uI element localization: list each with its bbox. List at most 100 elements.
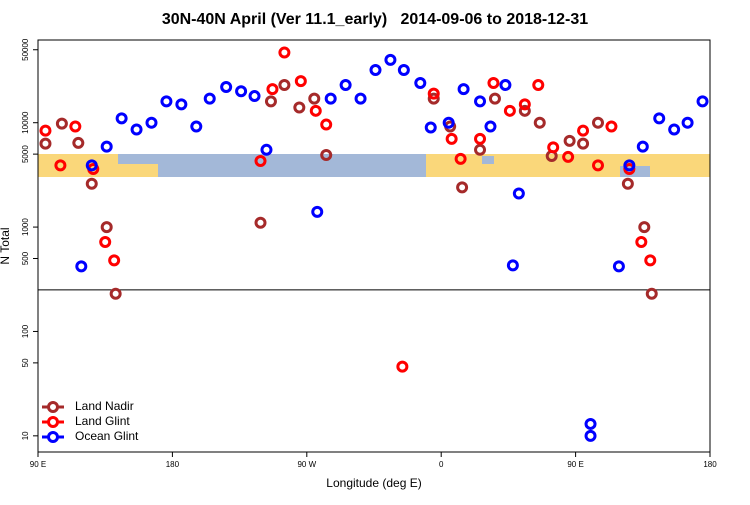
point: [518, 104, 531, 117]
point: [100, 221, 113, 234]
point: [85, 177, 98, 190]
point: [320, 149, 333, 162]
point: [562, 150, 575, 163]
point: [294, 75, 307, 88]
point: [308, 92, 321, 105]
point: [339, 78, 352, 91]
point: [653, 112, 666, 125]
point: [266, 83, 279, 96]
point: [324, 92, 337, 105]
point: [278, 46, 291, 59]
land: [516, 154, 710, 177]
point: [454, 152, 467, 165]
y-tick-label: 500: [21, 251, 30, 265]
point: [474, 143, 487, 156]
land: [426, 154, 516, 177]
point: [577, 137, 590, 150]
legend-marker: [47, 416, 59, 428]
point: [235, 85, 248, 98]
point: [584, 429, 597, 442]
ocean: [482, 156, 494, 164]
point: [130, 123, 143, 136]
point: [293, 101, 306, 114]
point: [427, 92, 440, 105]
point: [442, 116, 455, 129]
point: [264, 95, 277, 108]
land: [118, 164, 158, 177]
point: [424, 121, 437, 134]
ocean: [620, 166, 650, 177]
point: [397, 63, 410, 76]
point: [369, 63, 382, 76]
legend-label: Land Glint: [75, 414, 130, 428]
point: [645, 287, 658, 300]
point: [309, 104, 322, 117]
x-tick-label: 180: [703, 460, 717, 469]
legend-label: Ocean Glint: [75, 429, 139, 443]
point: [592, 116, 604, 129]
point: [115, 112, 128, 125]
legend-marker: [47, 431, 59, 443]
y-tick-label: 1000: [21, 218, 30, 236]
plot-frame: [37, 39, 711, 453]
point: [175, 98, 188, 111]
point: [512, 187, 525, 200]
legend-marker: [47, 401, 59, 413]
point: [39, 137, 52, 150]
y-tick-label: 5000: [21, 145, 30, 163]
y-tick-label: 10: [21, 431, 30, 440]
x-tick-label: 90 E: [567, 460, 583, 469]
x-tick-label: 180: [166, 460, 180, 469]
point: [487, 77, 500, 90]
point: [696, 95, 709, 108]
point: [278, 78, 291, 91]
chart-title: 30N-40N April (Ver 11.1_early) 2014-09-0…: [162, 11, 588, 28]
point: [108, 254, 121, 267]
point: [484, 120, 497, 133]
point: [75, 260, 88, 273]
point: [621, 177, 634, 190]
point: [396, 360, 409, 373]
point: [203, 92, 216, 105]
point: [320, 118, 333, 131]
x-tick-label: 90 E: [30, 460, 46, 469]
point: [427, 87, 440, 100]
point: [518, 98, 531, 111]
point: [160, 95, 173, 108]
x-tick-label: 0: [439, 460, 444, 469]
point: [72, 136, 85, 149]
point: [456, 181, 469, 194]
point: [547, 141, 560, 154]
point: [39, 124, 52, 137]
point: [499, 78, 512, 91]
point: [635, 235, 648, 248]
point: [445, 132, 458, 145]
y-tick-label: 50: [21, 358, 30, 367]
point: [592, 159, 604, 172]
point: [100, 140, 113, 153]
point: [563, 134, 576, 147]
point: [577, 124, 590, 137]
point: [457, 83, 470, 96]
legend-label: Land Nadir: [75, 399, 134, 413]
x-axis-label: Longitude (deg E): [326, 476, 421, 490]
point: [474, 95, 487, 108]
point: [506, 259, 519, 272]
y-tick-label: 100: [21, 324, 30, 338]
point: [99, 235, 112, 248]
point: [145, 116, 158, 129]
point: [474, 132, 487, 145]
point: [190, 120, 203, 133]
point: [384, 53, 397, 66]
point: [248, 90, 261, 103]
y-axis-label: N Total: [0, 227, 12, 264]
point: [638, 221, 651, 234]
y-tick-label: 50000: [21, 38, 30, 61]
point: [532, 78, 545, 91]
point: [260, 143, 273, 156]
point: [69, 120, 82, 133]
x-tick-label: 90 W: [297, 460, 316, 469]
point: [636, 140, 649, 153]
y-tick-label: 10000: [21, 111, 30, 134]
